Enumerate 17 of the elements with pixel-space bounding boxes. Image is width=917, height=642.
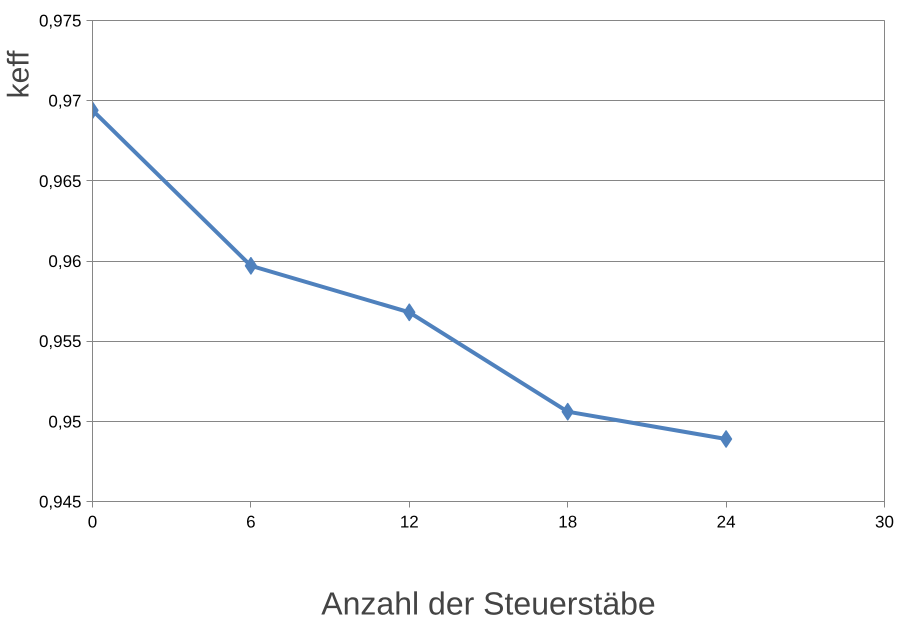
x-tick-label: 30 [875,512,894,532]
x-tick-label: 18 [558,512,578,532]
x-tick-label: 24 [716,512,736,532]
x-tick-label: 6 [246,512,256,532]
y-tick-label: 0,96 [48,252,82,271]
y-tick-label: 0,95 [48,412,82,432]
y-axis-title: keff [2,50,36,98]
y-tick-label: 0,945 [38,492,82,512]
x-axis-title: Anzahl der Steuerstäbe [321,586,656,622]
y-tick-label: 0,965 [38,172,82,191]
point [720,430,732,448]
y-tick-label: 0,975 [38,12,82,30]
point [244,256,258,275]
x-tick-label: 0 [88,512,98,532]
y-tick-label: 0,955 [38,332,82,352]
y-tick-label: 0,97 [48,92,82,111]
x-tick-label: 12 [400,512,419,532]
